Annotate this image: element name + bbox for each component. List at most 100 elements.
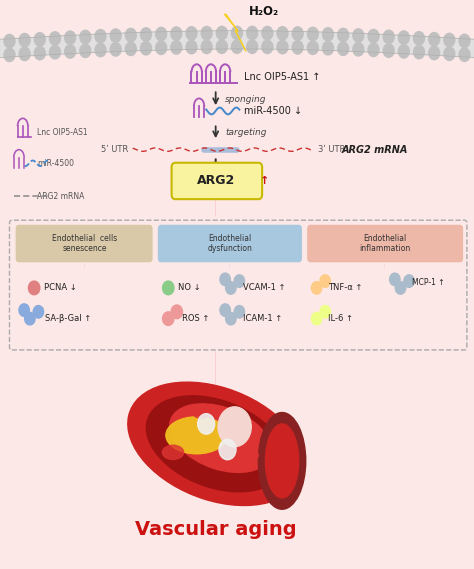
Text: Lnc OIP5-AS1: Lnc OIP5-AS1 xyxy=(37,127,88,137)
Circle shape xyxy=(34,32,46,47)
Circle shape xyxy=(94,43,107,57)
Circle shape xyxy=(311,312,322,325)
Circle shape xyxy=(64,30,76,45)
Circle shape xyxy=(337,27,349,42)
Text: Endothelial  cells
senescence: Endothelial cells senescence xyxy=(52,234,117,253)
Circle shape xyxy=(226,312,236,325)
Text: ARG2 mRNA: ARG2 mRNA xyxy=(341,145,408,155)
Circle shape xyxy=(94,29,107,44)
Circle shape xyxy=(292,40,304,55)
Polygon shape xyxy=(224,14,246,51)
Text: targeting: targeting xyxy=(225,127,267,137)
Text: H₂O₂: H₂O₂ xyxy=(249,5,279,18)
Text: PCNA ↓: PCNA ↓ xyxy=(44,283,76,292)
Circle shape xyxy=(49,31,61,46)
Circle shape xyxy=(231,39,243,54)
Circle shape xyxy=(28,281,40,295)
Circle shape xyxy=(79,43,91,58)
Circle shape xyxy=(226,282,236,294)
Circle shape xyxy=(125,28,137,43)
Circle shape xyxy=(231,26,243,40)
Circle shape xyxy=(428,46,440,60)
Ellipse shape xyxy=(258,413,306,509)
Ellipse shape xyxy=(192,407,210,418)
Circle shape xyxy=(322,27,334,42)
Text: Vascular aging: Vascular aging xyxy=(135,519,296,539)
Circle shape xyxy=(398,30,410,45)
FancyBboxPatch shape xyxy=(307,225,463,262)
Text: ARG2 mRNA: ARG2 mRNA xyxy=(37,192,84,201)
Text: Endothelial
inflammation: Endothelial inflammation xyxy=(359,234,410,253)
Text: Lnc OIP5-AS1 ↑: Lnc OIP5-AS1 ↑ xyxy=(244,72,320,82)
Circle shape xyxy=(3,34,16,48)
Text: IL-6 ↑: IL-6 ↑ xyxy=(328,314,353,323)
Circle shape xyxy=(276,40,289,55)
Circle shape xyxy=(320,306,330,318)
Circle shape xyxy=(109,28,122,43)
Text: miR-4500 ↓: miR-4500 ↓ xyxy=(244,106,302,116)
FancyBboxPatch shape xyxy=(158,225,302,262)
Circle shape xyxy=(18,47,31,61)
Circle shape xyxy=(276,26,289,41)
Ellipse shape xyxy=(146,396,285,492)
Circle shape xyxy=(352,28,365,43)
Text: TNF-α ↑: TNF-α ↑ xyxy=(328,283,363,292)
Text: Endothelial
dysfunction: Endothelial dysfunction xyxy=(208,234,252,253)
Text: miR-4500: miR-4500 xyxy=(37,159,74,168)
Circle shape xyxy=(155,27,167,42)
Circle shape xyxy=(155,40,167,55)
Circle shape xyxy=(109,42,122,57)
Circle shape xyxy=(413,45,425,60)
Circle shape xyxy=(163,281,174,295)
Circle shape xyxy=(398,44,410,59)
Circle shape xyxy=(395,282,406,294)
Circle shape xyxy=(413,31,425,46)
Circle shape xyxy=(216,26,228,40)
Circle shape xyxy=(458,34,471,48)
Ellipse shape xyxy=(128,382,303,505)
Circle shape xyxy=(383,43,395,58)
Circle shape xyxy=(218,407,251,447)
Text: NO ↓: NO ↓ xyxy=(178,283,201,292)
Circle shape xyxy=(185,40,198,55)
Circle shape xyxy=(390,273,400,286)
Circle shape xyxy=(404,275,414,287)
Text: ↑: ↑ xyxy=(260,176,269,186)
Circle shape xyxy=(125,42,137,56)
Circle shape xyxy=(311,282,322,294)
Circle shape xyxy=(367,43,380,57)
Text: ROS ↑: ROS ↑ xyxy=(182,314,210,323)
Circle shape xyxy=(383,30,395,44)
Circle shape xyxy=(261,26,273,40)
Circle shape xyxy=(19,304,29,316)
Circle shape xyxy=(320,275,330,287)
Circle shape xyxy=(18,33,31,48)
Circle shape xyxy=(79,30,91,44)
Circle shape xyxy=(33,306,44,318)
Circle shape xyxy=(307,40,319,55)
Circle shape xyxy=(3,47,16,62)
Circle shape xyxy=(292,26,304,41)
FancyBboxPatch shape xyxy=(16,225,153,262)
Circle shape xyxy=(163,312,174,325)
Circle shape xyxy=(337,42,349,56)
Circle shape xyxy=(34,46,46,60)
Ellipse shape xyxy=(265,424,299,498)
Circle shape xyxy=(64,44,76,59)
Circle shape xyxy=(443,47,456,61)
Circle shape xyxy=(220,304,230,316)
Circle shape xyxy=(216,39,228,54)
Circle shape xyxy=(246,39,258,54)
Text: 3ʹ UTR: 3ʹ UTR xyxy=(318,145,345,154)
Circle shape xyxy=(49,45,61,60)
Circle shape xyxy=(201,39,213,54)
Circle shape xyxy=(443,32,456,47)
Text: 5ʹ UTR: 5ʹ UTR xyxy=(101,145,128,154)
Text: MCP-1 ↑: MCP-1 ↑ xyxy=(412,278,445,287)
Circle shape xyxy=(185,26,198,41)
Ellipse shape xyxy=(239,449,258,461)
Circle shape xyxy=(352,42,365,57)
Text: VCAM-1 ↑: VCAM-1 ↑ xyxy=(243,283,285,292)
Circle shape xyxy=(201,26,213,40)
Circle shape xyxy=(322,41,334,56)
